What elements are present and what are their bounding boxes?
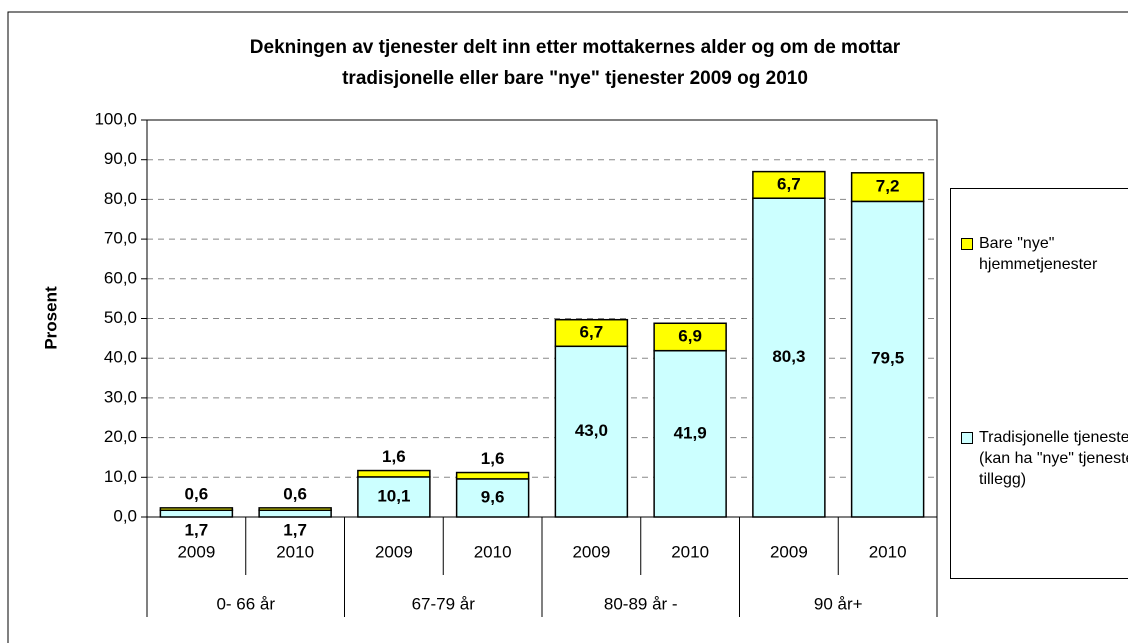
legend-label: Tradisjonelle tjenester (kan ha "nye" tj… xyxy=(979,429,1128,488)
bar-segment xyxy=(752,197,826,518)
legend-label: Bare "nye" hjemmetjenester xyxy=(979,235,1098,273)
value-label: 6,9 xyxy=(678,326,702,345)
value-label: 7,2 xyxy=(876,177,900,196)
y-tick-label: 50,0 xyxy=(104,308,137,327)
bar-segment xyxy=(258,509,332,518)
value-label: 41,9 xyxy=(674,423,707,442)
bar-segment xyxy=(455,478,530,518)
bar-segment xyxy=(850,200,925,518)
value-label: 10,1 xyxy=(377,486,410,505)
value-label: 0,6 xyxy=(185,484,209,503)
legend-swatch xyxy=(961,238,973,250)
y-tick-label: 70,0 xyxy=(104,229,137,248)
legend-swatch xyxy=(961,432,973,444)
value-label: 9,6 xyxy=(481,487,505,506)
value-label: 1,7 xyxy=(185,520,209,539)
value-label: 80,3 xyxy=(772,347,805,366)
legend: Bare "nye" hjemmetjenester Tradisjonelle … xyxy=(950,188,1128,579)
y-tick-label: 40,0 xyxy=(104,348,137,367)
y-axis-label: Prosent xyxy=(41,286,60,350)
x-group-label: 0- 66 år xyxy=(216,594,275,613)
value-label: 6,7 xyxy=(777,174,801,193)
value-label: 0,6 xyxy=(283,484,307,503)
x-tick-label: 2010 xyxy=(869,542,907,561)
bar-segment xyxy=(554,318,629,348)
value-label: 6,7 xyxy=(580,322,604,341)
bar-segment xyxy=(357,476,431,518)
x-tick-label: 2010 xyxy=(276,542,314,561)
bar-segment xyxy=(455,471,530,480)
bar-segment xyxy=(850,172,925,203)
value-label: 1,6 xyxy=(382,447,406,466)
bar-segment xyxy=(653,349,727,518)
bar-segment xyxy=(653,322,727,352)
chart-title: Dekningen av tjenester delt inn etter mo… xyxy=(249,37,901,89)
bar-segment xyxy=(159,509,234,518)
x-tick-label: 2009 xyxy=(770,542,808,561)
x-tick-label: 2009 xyxy=(572,542,610,561)
bar-segment xyxy=(554,345,629,518)
value-label: 1,6 xyxy=(481,449,505,468)
x-tick-label: 2010 xyxy=(474,542,512,561)
x-tick-label: 2009 xyxy=(177,542,215,561)
x-group-label: 90 år+ xyxy=(814,594,863,613)
bar-segment xyxy=(159,507,234,512)
y-tick-label: 60,0 xyxy=(104,268,137,287)
x-group-label: 67-79 år xyxy=(412,594,476,613)
value-label: 43,0 xyxy=(575,421,608,440)
y-tick-label: 10,0 xyxy=(104,467,137,486)
legend-item: Bare "nye" hjemmetjenester xyxy=(959,233,1128,275)
x-tick-label: 2009 xyxy=(375,542,413,561)
x-tick-label: 2010 xyxy=(671,542,709,561)
value-label: 79,5 xyxy=(871,349,904,368)
y-tick-label: 100,0 xyxy=(94,109,137,128)
legend-item: Tradisjonelle tjenester (kan ha "nye" tj… xyxy=(959,427,1128,490)
bar-segment xyxy=(357,469,431,478)
y-tick-label: 20,0 xyxy=(104,427,137,446)
x-group-label: 80-89 år - xyxy=(604,594,678,613)
y-tick-label: 0,0 xyxy=(113,506,137,525)
y-tick-label: 90,0 xyxy=(104,149,137,168)
value-label: 1,7 xyxy=(283,520,307,539)
bar-segment xyxy=(258,507,332,512)
y-tick-label: 80,0 xyxy=(104,189,137,208)
y-tick-label: 30,0 xyxy=(104,387,137,406)
bar-segment xyxy=(752,170,826,199)
